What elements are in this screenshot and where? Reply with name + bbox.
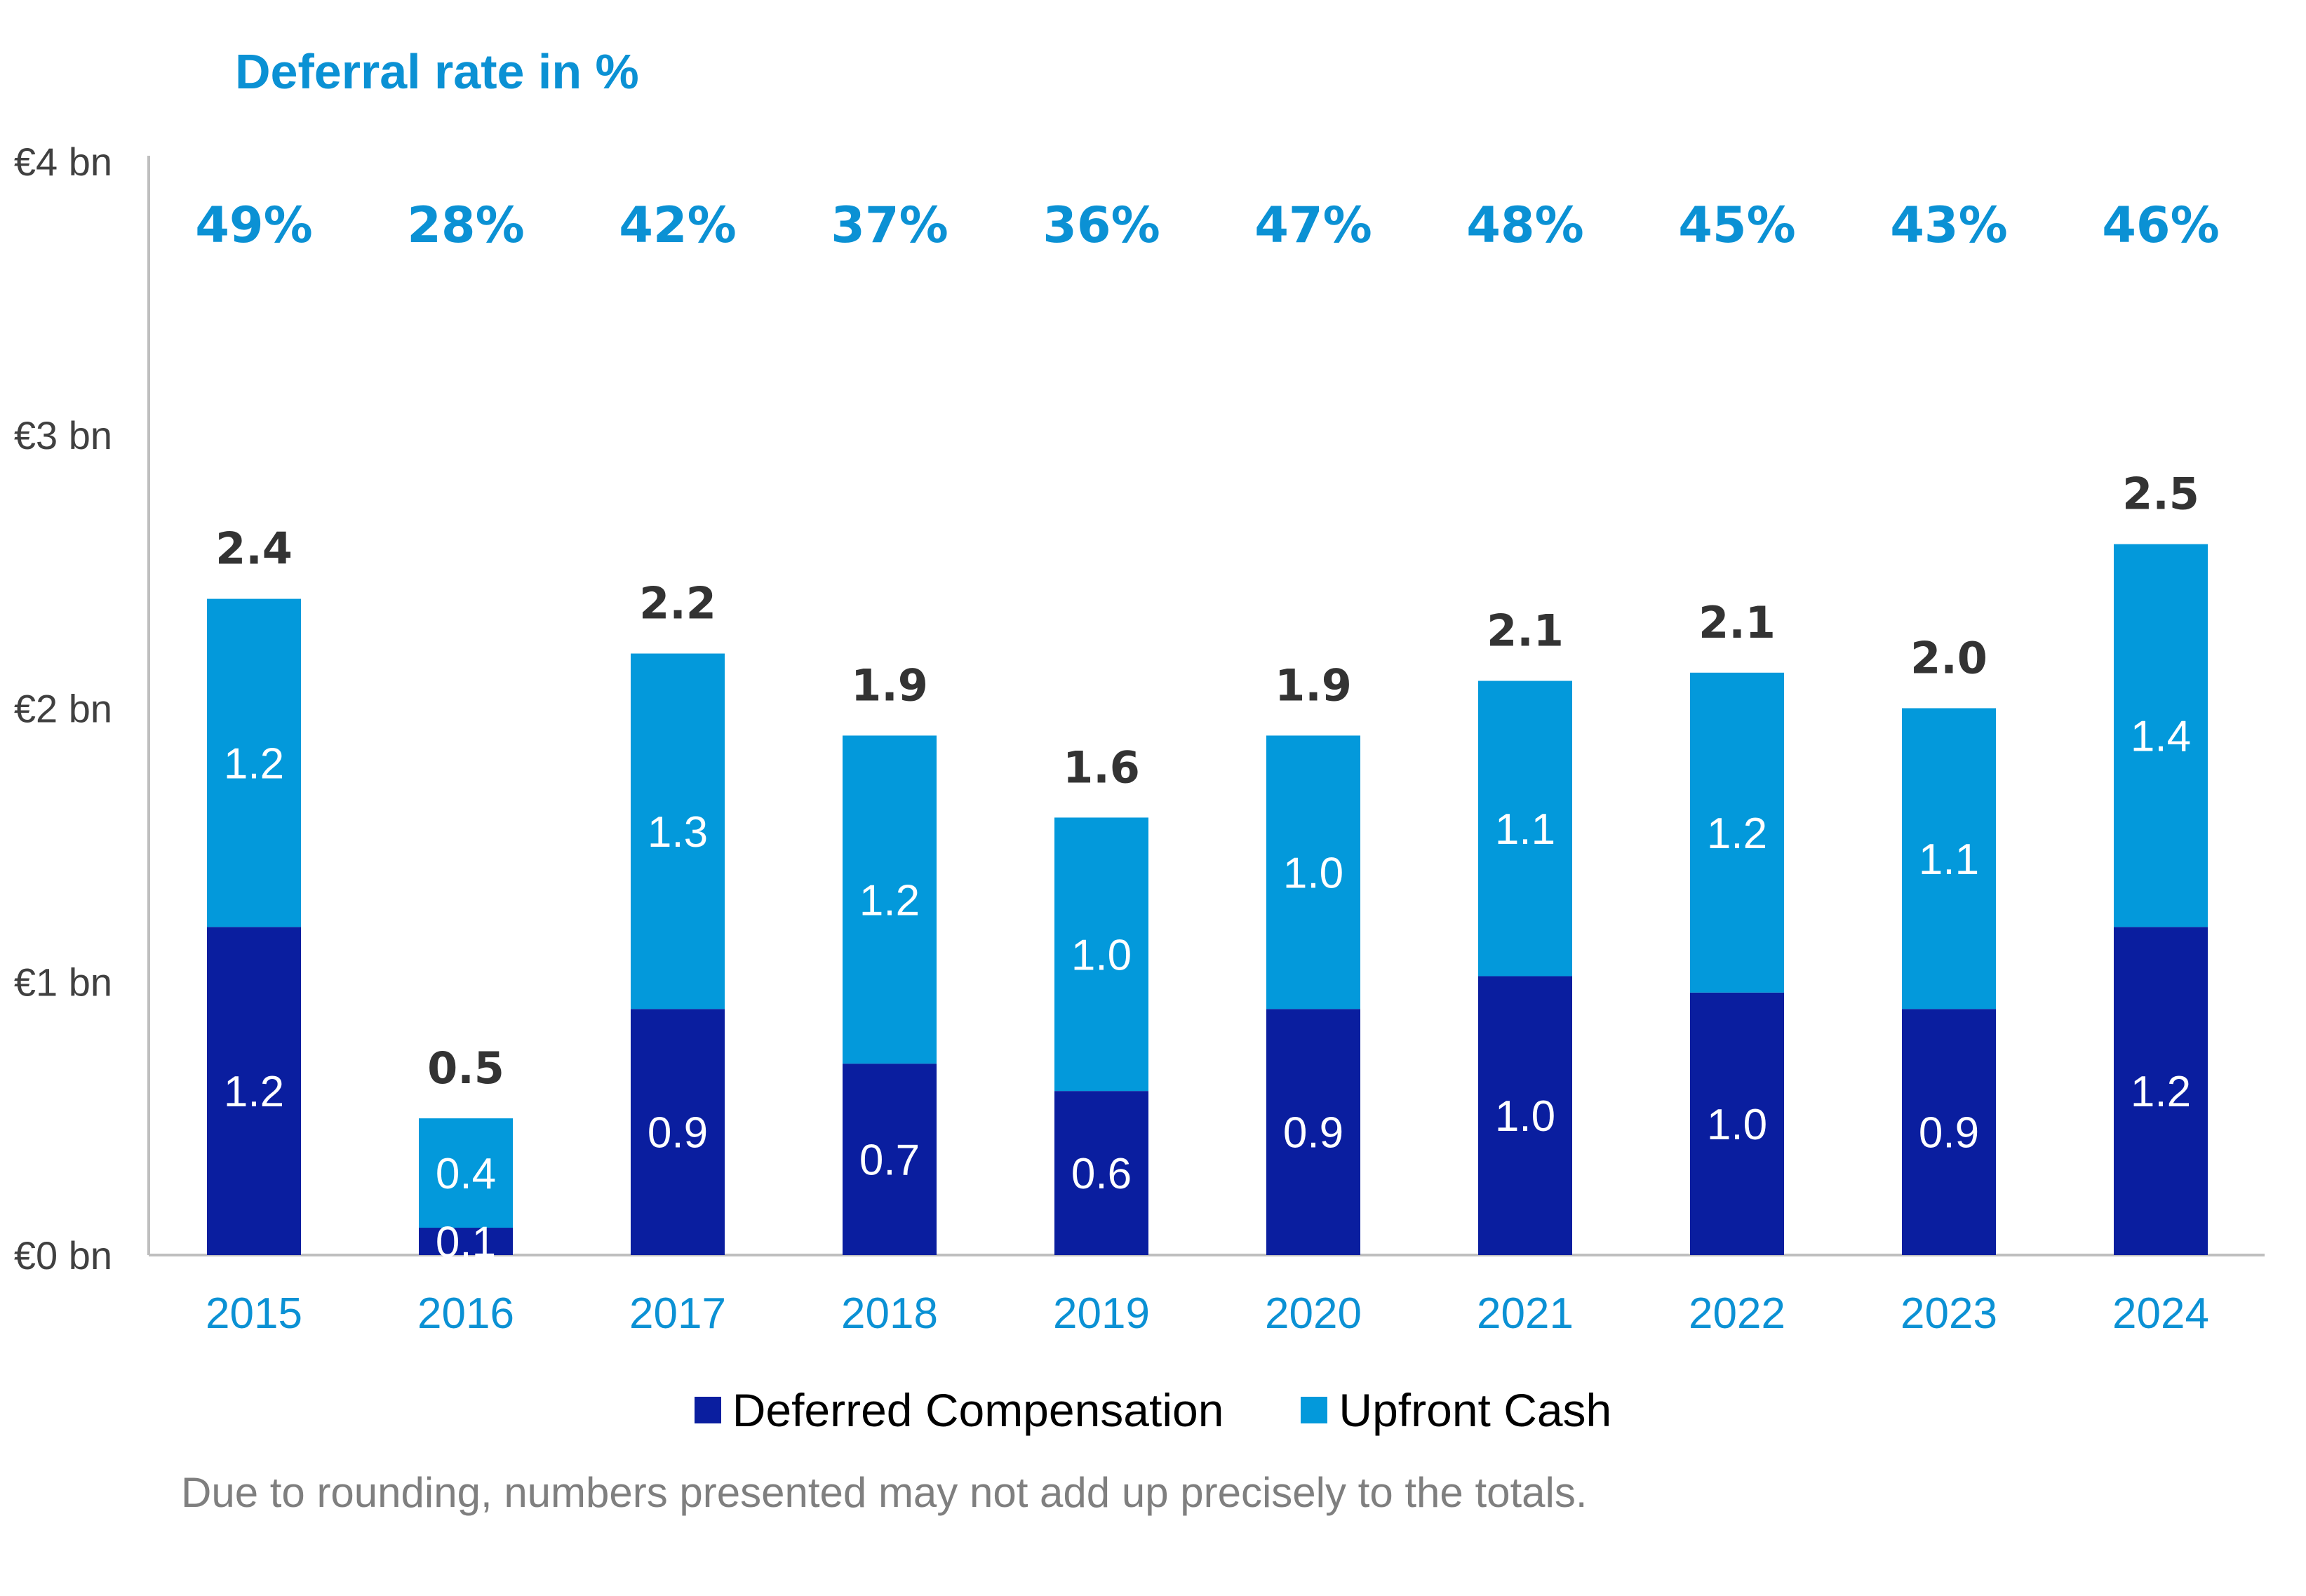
legend-swatch-upfront — [1301, 1397, 1328, 1423]
deferral-rate-label: 49% — [195, 196, 313, 254]
total-label: 2.0 — [1910, 633, 1987, 684]
data-label-upfront: 1.0 — [1283, 849, 1343, 897]
x-tick-label: 2024 — [2112, 1289, 2209, 1338]
chart-title: Deferral rate in % — [235, 44, 639, 99]
bar-upfront — [1902, 708, 1996, 1010]
deferral-rate-label: 43% — [1890, 196, 2008, 254]
bar-deferred — [2114, 927, 2208, 1255]
bar-upfront — [843, 735, 937, 1064]
bar-deferred — [419, 1228, 513, 1255]
bar-deferred — [207, 927, 301, 1255]
x-tick-label: 2016 — [417, 1289, 514, 1338]
deferral-rate-label: 37% — [831, 196, 948, 254]
x-tick-label: 2015 — [206, 1289, 302, 1338]
footnote: Due to rounding, numbers presented may n… — [181, 1469, 1588, 1516]
x-tick-label: 2017 — [629, 1289, 726, 1338]
data-label-upfront: 1.0 — [1071, 931, 1132, 979]
data-label-upfront: 1.2 — [1707, 810, 1767, 858]
data-label-deferred: 1.0 — [1495, 1092, 1555, 1141]
legend-swatch-deferred — [694, 1397, 721, 1423]
legend-label-deferred: Deferred Compensation — [732, 1384, 1224, 1436]
data-label-deferred: 1.0 — [1707, 1101, 1767, 1149]
total-label: 2.5 — [2122, 469, 2199, 520]
data-label-upfront: 1.3 — [648, 808, 708, 857]
x-tick-label: 2018 — [841, 1289, 938, 1338]
deferral-rate-label: 28% — [407, 196, 525, 254]
data-label-deferred: 0.9 — [1919, 1109, 1979, 1158]
legend-label-upfront: Upfront Cash — [1339, 1384, 1612, 1436]
bar-deferred — [843, 1064, 937, 1255]
x-tick-label: 2023 — [1901, 1289, 1997, 1338]
data-label-deferred: 0.7 — [859, 1136, 920, 1185]
total-label: 2.2 — [639, 578, 716, 629]
legend-item-upfront: Upfront Cash — [1301, 1383, 1611, 1437]
x-tick-label: 2019 — [1053, 1289, 1150, 1338]
bar-upfront — [207, 598, 301, 927]
y-tick-label: €0 bn — [14, 1233, 112, 1278]
x-tick-label: 2021 — [1477, 1289, 1574, 1338]
total-label: 2.1 — [1487, 605, 1564, 657]
y-tick-label: €4 bn — [14, 140, 112, 184]
bar-upfront — [2114, 544, 2208, 927]
legend: Deferred Compensation Upfront Cash — [0, 1383, 2306, 1437]
data-label-deferred: 1.2 — [224, 1068, 284, 1116]
total-label: 1.9 — [851, 659, 928, 711]
bar-deferred — [631, 1009, 725, 1255]
total-label: 2.4 — [215, 523, 293, 575]
deferral-rate-label: 42% — [619, 196, 737, 254]
total-label: 0.5 — [427, 1042, 504, 1094]
data-label-upfront: 1.2 — [224, 739, 284, 788]
y-tick-label: €3 bn — [14, 413, 112, 457]
y-tick-label: €1 bn — [14, 960, 112, 1004]
bar-deferred — [1266, 1009, 1360, 1255]
data-label-deferred: 1.2 — [2131, 1068, 2191, 1116]
total-label: 1.9 — [1275, 659, 1352, 711]
bar-deferred — [1902, 1009, 1996, 1255]
bar-deferred — [1478, 976, 1572, 1255]
data-label-deferred: 0.6 — [1071, 1150, 1132, 1198]
bar-upfront — [631, 653, 725, 1010]
bar-upfront — [1478, 680, 1572, 977]
data-label-upfront: 1.2 — [859, 876, 920, 925]
data-label-upfront: 1.4 — [2131, 712, 2191, 760]
deferral-rate-label: 45% — [1678, 196, 1796, 254]
bar-upfront — [1054, 817, 1148, 1092]
legend-item-deferred: Deferred Compensation — [694, 1383, 1224, 1437]
data-label-upfront: 0.4 — [436, 1150, 496, 1198]
deferral-rate-label: 36% — [1043, 196, 1160, 254]
deferral-rate-label: 46% — [2102, 196, 2220, 254]
total-label: 2.1 — [1698, 597, 1776, 648]
total-label: 1.6 — [1063, 742, 1140, 793]
y-tick-label: €2 bn — [14, 687, 112, 731]
data-label-deferred: 0.9 — [648, 1109, 708, 1158]
bar-deferred — [1690, 992, 1784, 1255]
deferral-rate-label: 48% — [1466, 196, 1584, 254]
deferral-rate-label: 47% — [1254, 196, 1372, 254]
data-label-deferred: 0.1 — [436, 1219, 496, 1267]
bar-upfront — [419, 1118, 513, 1228]
bar-upfront — [1266, 735, 1360, 1010]
bar-deferred — [1054, 1091, 1148, 1255]
data-label-deferred: 0.9 — [1283, 1109, 1343, 1158]
data-label-upfront: 1.1 — [1919, 836, 1979, 884]
x-tick-label: 2020 — [1265, 1289, 1362, 1338]
x-tick-label: 2022 — [1689, 1289, 1785, 1338]
bar-upfront — [1690, 672, 1784, 993]
data-label-upfront: 1.1 — [1495, 805, 1555, 854]
